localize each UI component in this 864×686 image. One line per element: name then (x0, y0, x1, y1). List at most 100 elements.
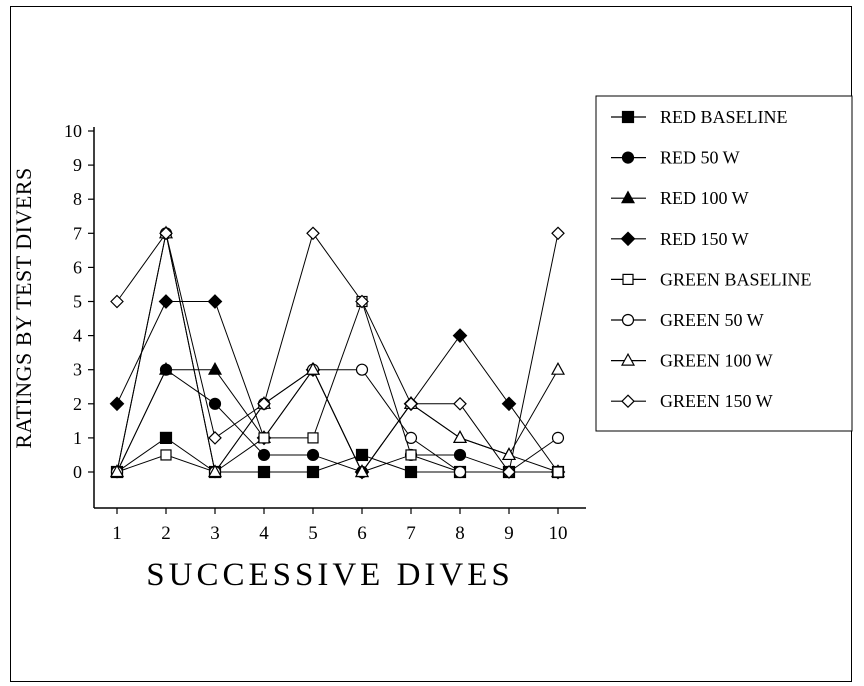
series-line (116, 232, 559, 474)
legend-item: GREEN 100 W (611, 351, 773, 371)
data-point (207, 464, 223, 478)
legend-marker (621, 394, 635, 409)
y-tick-label: 8 (73, 189, 82, 209)
legend-item: GREEN BASELINE (611, 269, 812, 289)
x-tick-label: 6 (357, 523, 367, 544)
legend-marker (620, 190, 636, 204)
series-line (116, 233, 559, 474)
y-tick-label: 10 (64, 121, 82, 141)
y-tick-label: 1 (73, 428, 82, 448)
legend-item: GREEN 50 W (611, 310, 764, 330)
legend-marker (621, 313, 635, 327)
series-markers (110, 431, 565, 479)
data-point (109, 396, 125, 412)
data-point (355, 294, 369, 309)
data-point (208, 397, 222, 410)
data-point (404, 396, 418, 411)
data-point (306, 465, 320, 479)
x-tick-label: 3 (210, 523, 220, 544)
data-point (354, 464, 370, 478)
data-point (551, 226, 565, 241)
series-line (116, 368, 558, 473)
legend-marker (621, 151, 635, 164)
legend-label: GREEN 150 W (660, 391, 773, 411)
legend-item: GREEN 150 W (611, 391, 773, 411)
x-tick-label: 7 (406, 523, 416, 544)
data-point (258, 432, 270, 444)
data-point (552, 466, 564, 478)
y-tick-label: 3 (73, 360, 82, 380)
data-point (404, 431, 418, 444)
y-tick-label: 2 (73, 394, 82, 414)
legend-item: RED 50 W (611, 148, 740, 168)
legend-label: RED 150 W (660, 229, 749, 249)
legend-label: RED 50 W (660, 148, 740, 168)
data-point (452, 430, 468, 443)
series-line (116, 299, 558, 473)
x-tick-label: 8 (455, 523, 465, 544)
data-point (502, 465, 516, 479)
y-ticks: 0 1 2 3 4 5 6 7 8 9 10 (64, 121, 94, 482)
legend-marker (620, 352, 636, 366)
legend-label: RED BASELINE (660, 107, 788, 127)
data-point (257, 448, 271, 462)
data-point (453, 396, 467, 411)
series-red-50-w (116, 368, 558, 473)
series-line (116, 301, 559, 473)
y-tick-label: 4 (73, 326, 82, 346)
legend-marker (621, 110, 635, 124)
y-tick-label: 6 (73, 257, 82, 277)
data-point (257, 465, 271, 479)
axes (93, 127, 586, 509)
series-group (109, 225, 566, 480)
legend-marker (622, 273, 634, 285)
data-point (404, 465, 418, 479)
series-red-150-w (116, 301, 559, 473)
legend-box (595, 95, 853, 432)
series-markers (110, 227, 565, 479)
y-axis-label: RATINGS BY TEST DIVERS (11, 167, 36, 448)
series-line (116, 233, 559, 474)
legend-label: GREEN BASELINE (660, 269, 812, 289)
series-green-150-w (116, 232, 559, 474)
data-point (405, 449, 417, 461)
x-axis-label: SUCCESSIVE DIVES (146, 557, 513, 593)
series-green-50-w (116, 233, 559, 474)
data-point (355, 363, 369, 376)
x-tick-label: 1 (112, 523, 122, 544)
data-point (208, 431, 222, 445)
legend-item: RED 150 W (611, 229, 749, 249)
series-line (116, 437, 558, 473)
data-point (306, 448, 320, 462)
data-point (550, 361, 566, 375)
data-point (110, 294, 124, 309)
data-point (159, 226, 173, 241)
data-point (305, 361, 321, 375)
series-green-100-w (116, 233, 559, 474)
legend-marker (620, 231, 636, 247)
data-point (158, 361, 174, 375)
legend-label: GREEN 100 W (660, 351, 773, 371)
x-tick-label: 10 (549, 523, 568, 544)
data-point (207, 361, 223, 375)
legend: RED BASELINE RED 50 W RED 100 W RED 150 W GR… (595, 95, 853, 432)
data-point (207, 294, 223, 309)
data-point (453, 465, 467, 479)
series-red-baseline (116, 437, 558, 473)
data-point (160, 449, 172, 461)
data-point (551, 431, 565, 444)
y-tick-label: 7 (73, 223, 82, 243)
series-markers (109, 225, 566, 478)
x-tick-label: 9 (504, 523, 514, 544)
y-tick-label: 9 (73, 155, 82, 175)
data-point (306, 226, 320, 241)
data-point (501, 396, 517, 412)
y-tick-label: 0 (73, 462, 82, 482)
data-point (453, 448, 467, 462)
x-tick-label: 2 (161, 523, 171, 544)
legend-label: GREEN 50 W (660, 310, 764, 330)
legend-item: RED 100 W (611, 188, 749, 208)
data-point (109, 464, 125, 478)
x-tick-label: 4 (259, 523, 269, 544)
